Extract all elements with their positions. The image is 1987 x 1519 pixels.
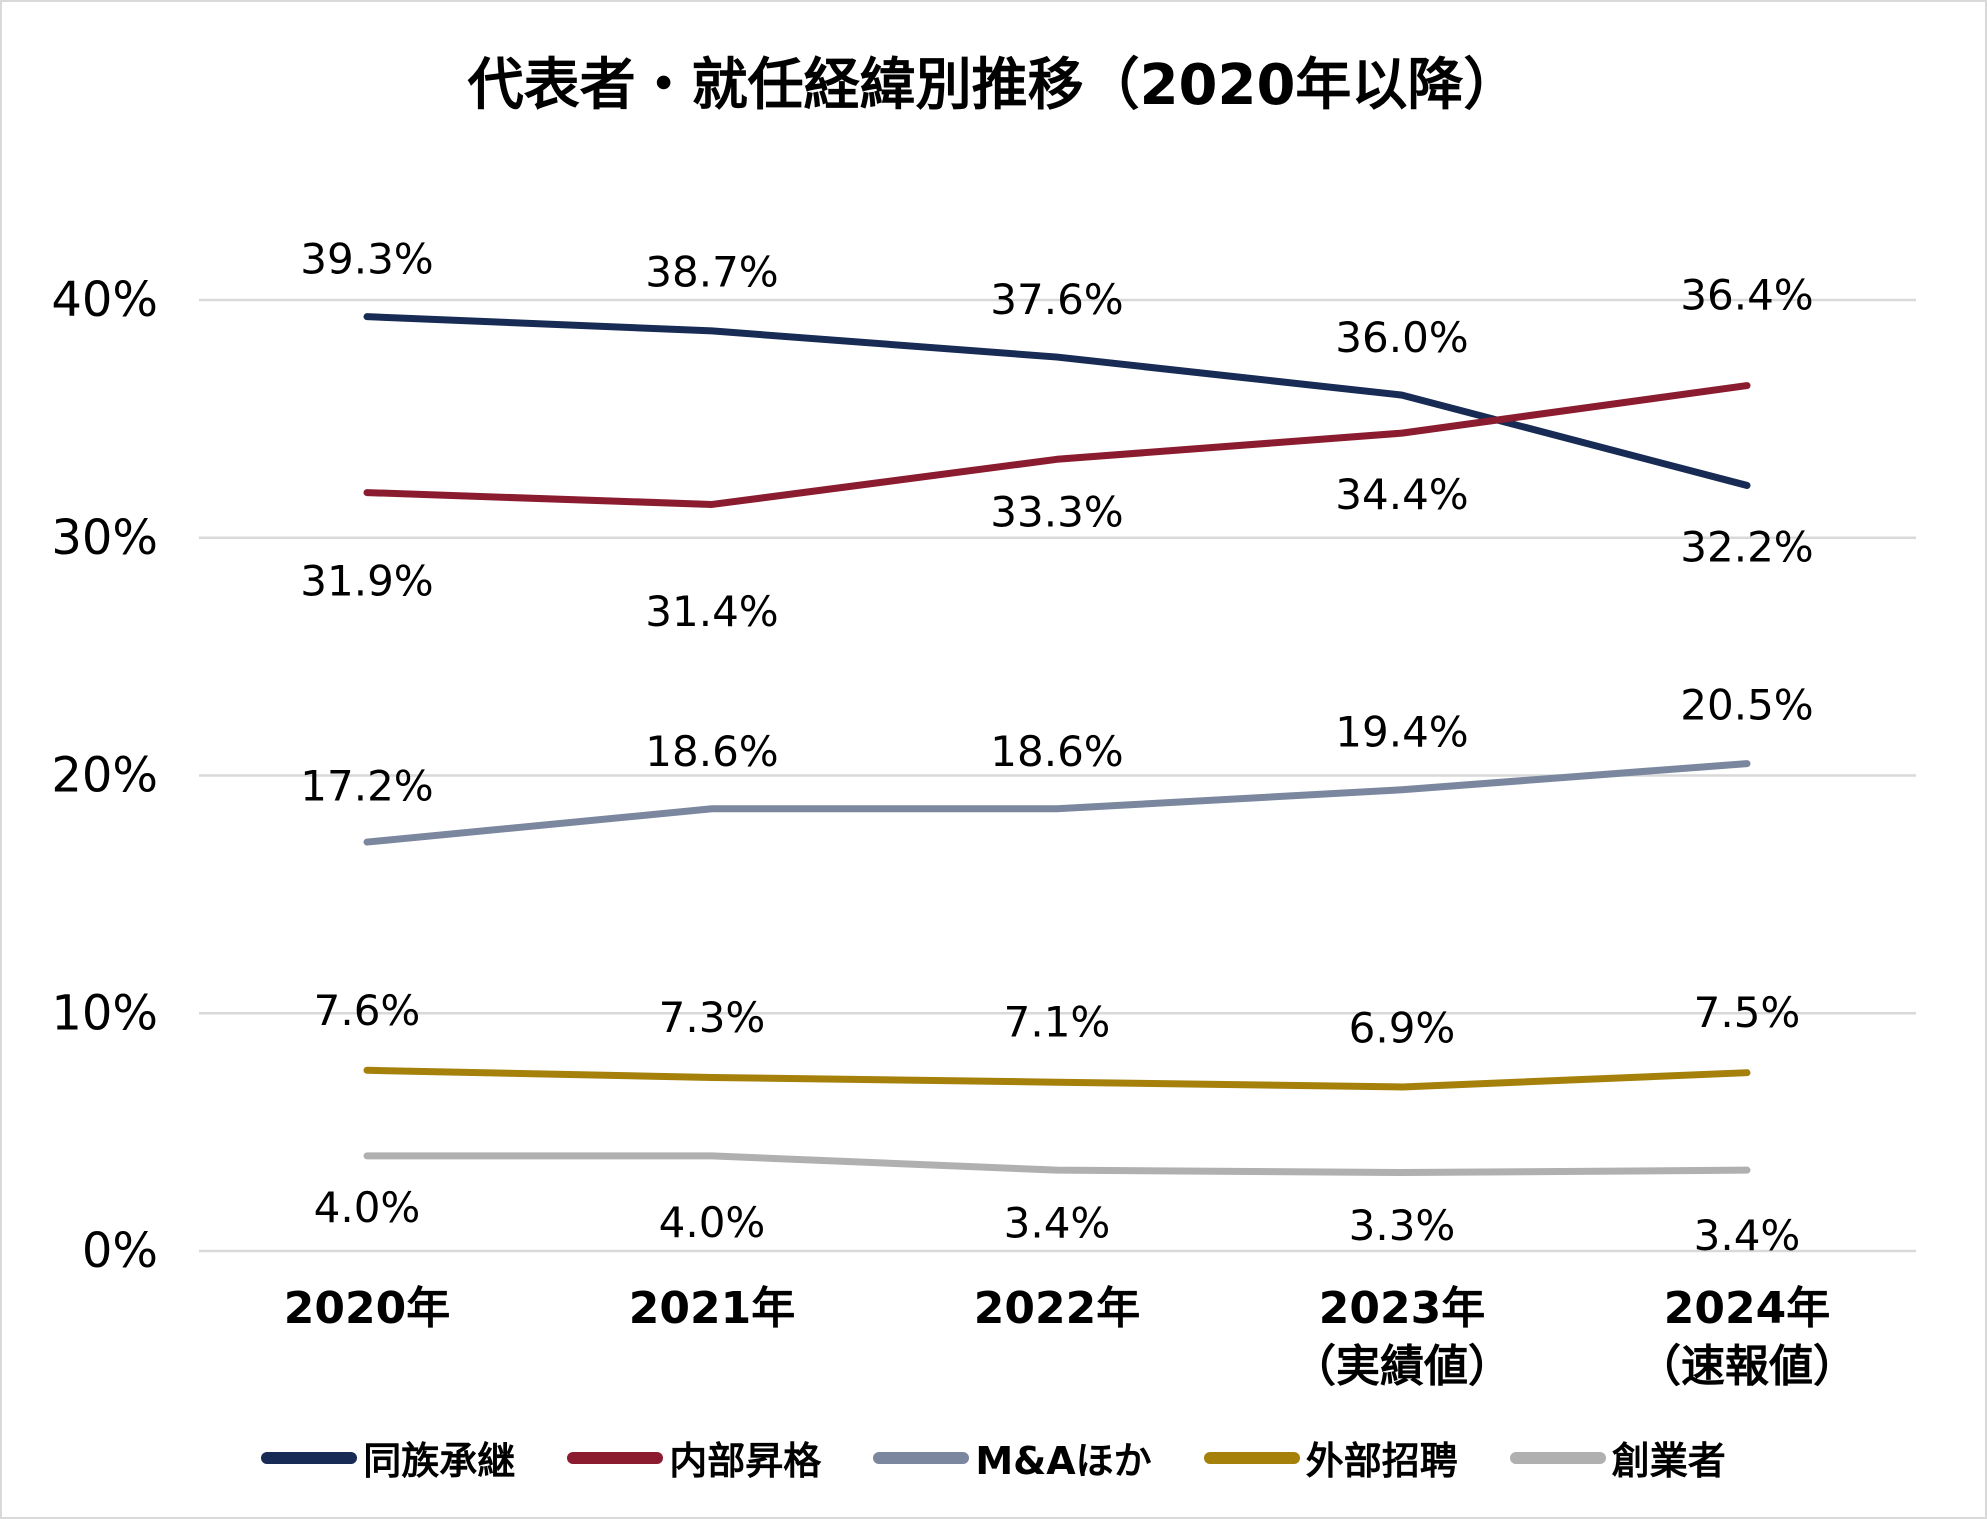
y-tick-label: 10%: [51, 985, 158, 1041]
legend-label: 外部招聘: [1305, 1439, 1458, 1483]
data-label: 17.2%: [300, 761, 433, 810]
data-label: 7.3%: [659, 993, 766, 1042]
legend-item: 内部昇格: [567, 1430, 821, 1485]
data-label: 36.4%: [1680, 271, 1813, 320]
x-tick-label: 2022年: [974, 1283, 1140, 1334]
y-tick-label: 0%: [82, 1223, 158, 1279]
legend-label: M&Aほか: [975, 1439, 1152, 1483]
x-tick-label: 2023年: [1319, 1283, 1485, 1334]
x-tick-label: 2020年: [284, 1283, 450, 1334]
legend-swatch: [873, 1451, 970, 1464]
x-tick-label: 2021年: [629, 1283, 795, 1334]
x-tick-label: 2024年: [1664, 1283, 1830, 1334]
data-label: 18.6%: [645, 727, 778, 776]
data-label: 18.6%: [990, 727, 1123, 776]
data-label: 7.6%: [314, 986, 421, 1035]
data-label: 3.4%: [1694, 1211, 1801, 1260]
legend-swatch: [567, 1451, 664, 1464]
data-label: 20.5%: [1680, 680, 1813, 729]
legend-swatch: [1203, 1451, 1300, 1464]
legend-label: 創業者: [1611, 1439, 1726, 1483]
series-line-3: [363, 1066, 1751, 1091]
legend: 同族承継 内部昇格 M&Aほか 外部招聘 創業者: [0, 1430, 1987, 1485]
x-tick-label: （速報値）: [1637, 1341, 1857, 1392]
legend-item: 創業者: [1509, 1430, 1726, 1485]
legend-item: 同族承継: [261, 1430, 515, 1485]
data-label: 32.2%: [1680, 523, 1813, 572]
data-label: 3.3%: [1349, 1201, 1456, 1250]
data-label: 39.3%: [300, 235, 433, 284]
chart-title: 代表者・就任経緯別推移（2020年以降）: [467, 53, 1520, 118]
data-label: 31.9%: [300, 556, 433, 605]
data-label: 36.0%: [1335, 313, 1468, 362]
data-label: 34.4%: [1335, 470, 1468, 519]
legend-label: 内部昇格: [669, 1439, 822, 1483]
data-label: 7.5%: [1694, 988, 1801, 1037]
data-label: 31.4%: [645, 587, 778, 636]
y-tick-label: 20%: [51, 748, 158, 804]
x-tick-label: （実績値）: [1292, 1341, 1512, 1392]
legend-label: 同族承継: [363, 1439, 516, 1483]
y-tick-label: 30%: [51, 510, 158, 566]
legend-item: M&Aほか: [873, 1430, 1152, 1485]
y-tick-label: 40%: [51, 272, 158, 328]
data-label: 4.0%: [314, 1183, 421, 1232]
data-label: 33.3%: [990, 488, 1123, 537]
data-label: 7.1%: [1004, 998, 1111, 1047]
legend-item: 外部招聘: [1203, 1430, 1458, 1485]
data-label: 4.0%: [659, 1198, 766, 1247]
legend-swatch: [261, 1451, 358, 1464]
data-label: 19.4%: [1335, 708, 1468, 757]
data-label: 38.7%: [645, 248, 778, 297]
legend-swatch: [1509, 1451, 1606, 1464]
data-label: 6.9%: [1349, 1004, 1456, 1053]
data-label: 3.4%: [1004, 1198, 1111, 1247]
series-line-4: [363, 1152, 1751, 1177]
data-label: 37.6%: [990, 275, 1123, 324]
